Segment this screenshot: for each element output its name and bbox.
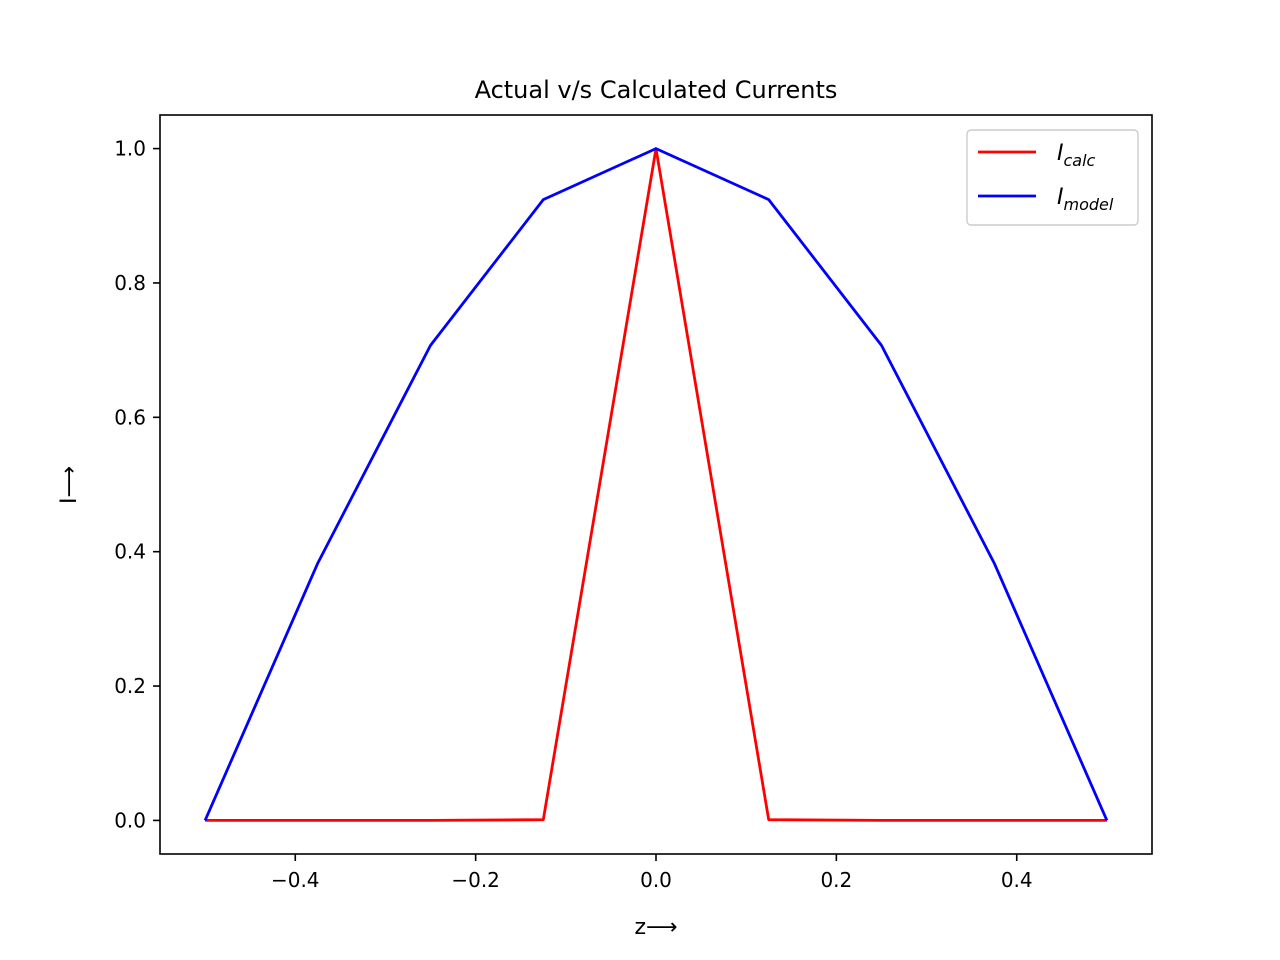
legend-box [966, 129, 1139, 226]
plot-frame [159, 114, 1153, 855]
legend: Icalc Imodel [966, 129, 1139, 226]
y-tick-label: 0.4 [114, 540, 146, 564]
plot-lines [203, 147, 1109, 822]
y-axis-ticks: 0.0 0.2 0.4 0.6 0.8 1.0 [114, 137, 160, 832]
y-tick-label: 0.8 [114, 271, 146, 295]
x-axis-ticks: −0.4 −0.2 0.0 0.2 0.4 [271, 854, 1033, 892]
y-tick-label: 0.0 [114, 808, 146, 832]
x-tick-label: −0.2 [451, 868, 500, 892]
y-tick-label: 1.0 [114, 137, 146, 161]
series-line-model [203, 147, 1109, 821]
x-tick-label: 0.4 [1001, 868, 1033, 892]
y-tick-label: 0.2 [114, 674, 146, 698]
x-tick-label: 0.0 [640, 868, 672, 892]
x-tick-label: −0.4 [271, 868, 320, 892]
y-axis-label: I⟶ [57, 466, 82, 504]
legend-label-model: Imodel [1057, 185, 1114, 214]
x-tick-label: 0.2 [820, 868, 852, 892]
y-tick-label: 0.6 [114, 405, 146, 429]
legend-label-calc: Icalc [1057, 141, 1096, 170]
chart-title: Actual v/s Calculated Currents [475, 76, 838, 104]
series-line-calc [205, 147, 1107, 822]
x-axis-label: z⟶ [634, 915, 677, 940]
